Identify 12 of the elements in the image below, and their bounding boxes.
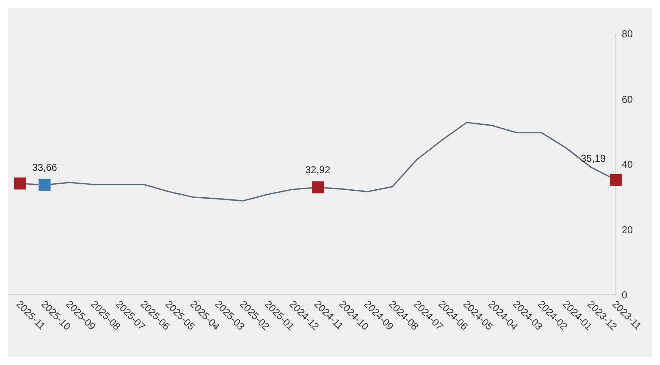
data-label: 32,92 [305, 166, 331, 177]
point [610, 174, 622, 186]
data-label: 33,66 [32, 163, 58, 174]
y-tick-label: 60 [622, 94, 634, 106]
y-tick-label: 40 [622, 160, 634, 171]
data-label: 35,19 [580, 154, 606, 166]
y-tick-label: 20 [622, 225, 634, 236]
point [312, 182, 324, 194]
point [14, 178, 26, 190]
y-tick-label: 80 [622, 30, 634, 40]
y-tick-label: 0 [622, 290, 628, 302]
point [38, 179, 51, 192]
